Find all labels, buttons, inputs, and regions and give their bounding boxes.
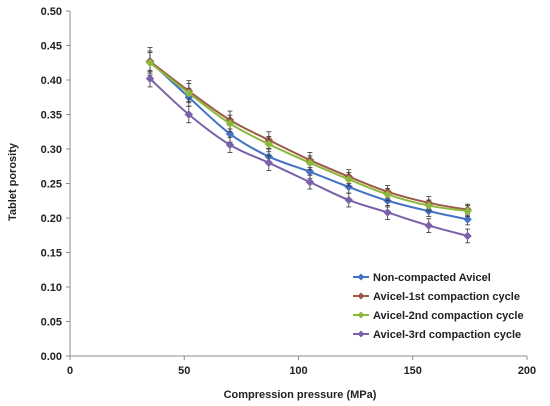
y-tick-label: 0.50 <box>41 6 62 18</box>
legend-swatch-marker <box>357 292 365 300</box>
legend-item-3: Avicel-2nd compaction cycle <box>353 310 524 322</box>
data-point <box>424 221 433 230</box>
series-line <box>149 60 468 221</box>
data-point <box>344 175 353 184</box>
data-point <box>344 182 353 192</box>
y-tick-label: 0.30 <box>41 144 62 156</box>
data-point <box>383 208 392 217</box>
y-tick-label: 0.25 <box>41 179 62 191</box>
data-point <box>145 58 155 67</box>
y-tick-label: 0.15 <box>41 248 62 260</box>
y-tick-label: 0.40 <box>41 75 62 87</box>
series-1 <box>145 50 472 226</box>
x-axis-title: Compression pressure (MPa) <box>224 389 377 401</box>
x-tick-label: 0 <box>67 365 73 377</box>
legend-item-1: Non-compacted Avicel <box>353 272 491 284</box>
y-axis-title: Tablet porosity <box>7 142 19 221</box>
legend-label: Avicel-3rd compaction cycle <box>373 329 521 341</box>
data-point <box>305 177 315 187</box>
legend-swatch-marker <box>357 273 365 281</box>
data-point <box>424 201 433 210</box>
axes: 0.00 0.05 0.10 0.15 0.20 0.25 0.30 0.35 0.40 0.45… <box>41 6 537 377</box>
data-point <box>305 158 315 168</box>
data-point <box>184 88 194 98</box>
legend-swatch-marker <box>357 311 365 319</box>
series-3 <box>145 52 472 218</box>
legend-item-2: Avicel-1st compaction cycle <box>353 291 520 303</box>
x-tick-label: 50 <box>178 365 190 377</box>
y-tick-label: 0.35 <box>41 110 62 122</box>
x-tick-label: 100 <box>289 365 307 377</box>
data-point <box>264 139 274 149</box>
data-point <box>463 206 472 216</box>
data-point <box>463 215 472 224</box>
y-tick-label: 0.10 <box>41 282 62 294</box>
y-tick-label: 0.00 <box>41 351 62 363</box>
data-point <box>383 190 392 199</box>
x-tick-label: 150 <box>404 365 422 377</box>
legend-label: Avicel-2nd compaction cycle <box>373 310 524 322</box>
y-tick-label: 0.05 <box>41 317 62 329</box>
y-tick-label: 0.45 <box>41 41 62 53</box>
data-point <box>225 140 235 150</box>
legend-swatch-marker <box>357 330 365 338</box>
legend-label: Non-compacted Avicel <box>373 272 491 284</box>
data-point <box>344 195 353 205</box>
legend-label: Avicel-1st compaction cycle <box>373 291 520 303</box>
legend-item-4: Avicel-3rd compaction cycle <box>353 329 521 341</box>
y-tick-label: 0.20 <box>41 213 62 225</box>
data-point <box>225 119 235 128</box>
data-point <box>145 74 155 83</box>
legend: Non-compacted Avicel Avicel-1st compactio… <box>353 272 524 341</box>
data-point <box>463 231 472 241</box>
data-point <box>264 158 274 168</box>
series-line <box>149 60 468 211</box>
x-tick-label: 200 <box>518 365 536 377</box>
series-layer <box>145 47 472 244</box>
data-point <box>184 110 194 119</box>
series-2 <box>145 47 472 216</box>
series-4 <box>145 69 472 244</box>
